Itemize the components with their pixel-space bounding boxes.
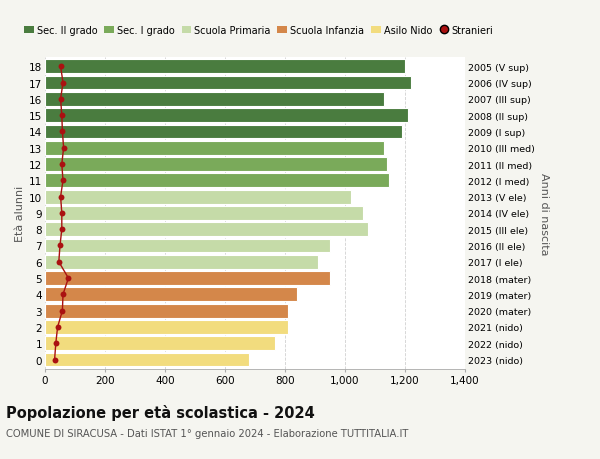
Bar bbox=[45, 109, 408, 123]
Point bbox=[50, 356, 59, 364]
Point bbox=[58, 177, 68, 185]
Bar bbox=[45, 207, 363, 220]
Point bbox=[56, 194, 65, 201]
Bar bbox=[45, 239, 330, 253]
Bar bbox=[45, 353, 249, 367]
Point bbox=[57, 226, 67, 233]
Bar bbox=[45, 223, 367, 236]
Bar bbox=[45, 288, 297, 302]
Point bbox=[53, 324, 62, 331]
Point bbox=[58, 80, 68, 87]
Point bbox=[54, 258, 64, 266]
Point bbox=[57, 210, 67, 217]
Bar bbox=[45, 304, 288, 318]
Text: COMUNE DI SIRACUSA - Dati ISTAT 1° gennaio 2024 - Elaborazione TUTTITALIA.IT: COMUNE DI SIRACUSA - Dati ISTAT 1° genna… bbox=[6, 428, 409, 438]
Bar bbox=[45, 272, 330, 285]
Bar bbox=[45, 93, 384, 106]
Bar bbox=[45, 125, 402, 139]
Bar bbox=[45, 60, 405, 74]
Legend: Sec. II grado, Sec. I grado, Scuola Primaria, Scuola Infanzia, Asilo Nido, Stran: Sec. II grado, Sec. I grado, Scuola Prim… bbox=[20, 22, 497, 39]
Point bbox=[56, 63, 65, 71]
Point bbox=[57, 161, 67, 168]
Y-axis label: Anni di nascita: Anni di nascita bbox=[539, 172, 548, 255]
Bar bbox=[45, 141, 384, 155]
Point bbox=[59, 145, 68, 152]
Bar bbox=[45, 336, 275, 350]
Point bbox=[51, 340, 61, 347]
Point bbox=[58, 291, 68, 298]
Point bbox=[57, 112, 67, 119]
Point bbox=[56, 96, 65, 103]
Point bbox=[58, 308, 67, 315]
Y-axis label: Età alunni: Età alunni bbox=[15, 185, 25, 241]
Point bbox=[55, 242, 65, 250]
Point bbox=[64, 275, 73, 282]
Point bbox=[58, 129, 67, 136]
Text: Popolazione per età scolastica - 2024: Popolazione per età scolastica - 2024 bbox=[6, 404, 315, 420]
Bar bbox=[45, 158, 387, 172]
Bar bbox=[45, 320, 288, 334]
Bar bbox=[45, 174, 389, 188]
Bar bbox=[45, 77, 411, 90]
Bar bbox=[45, 255, 318, 269]
Bar bbox=[45, 190, 351, 204]
